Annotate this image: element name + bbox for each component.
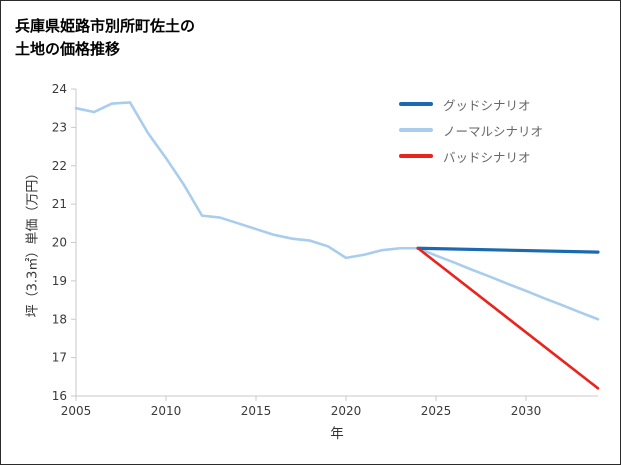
legend-label: ノーマルシナリオ	[443, 123, 544, 139]
legend-item: バッドシナリオ	[399, 143, 543, 169]
chart-title: 兵庫県姫路市別所町佐土の 土地の価格推移	[15, 15, 195, 62]
y-tick-label: 16	[52, 389, 67, 403]
y-tick-label: 20	[52, 236, 67, 250]
x-tick-label: 2025	[421, 404, 452, 418]
chart-title-line1: 兵庫県姫路市別所町佐土の	[15, 17, 196, 35]
y-tick-label: 23	[52, 120, 67, 134]
y-axis-label: 坪（3.3㎡）単価（万円）	[25, 166, 41, 318]
series-line	[74, 101, 600, 321]
y-tick-label: 17	[52, 351, 67, 365]
legend-item: ノーマルシナリオ	[399, 117, 543, 143]
series-line	[416, 246, 600, 390]
y-tick-label: 24	[52, 82, 67, 96]
legend-swatch	[399, 102, 433, 106]
y-tick-label: 19	[52, 274, 67, 288]
x-tick-label: 2030	[511, 404, 542, 418]
x-axis-label: 年	[330, 426, 344, 442]
legend-label: バッドシナリオ	[443, 149, 531, 165]
x-tick-label: 2010	[151, 404, 182, 418]
legend-swatch	[399, 128, 433, 132]
chart-title-line2: 土地の価格推移	[15, 40, 121, 59]
legend: グッドシナリオ ノーマルシナリオ バッドシナリオ	[399, 91, 543, 169]
legend-label: グッドシナリオ	[443, 97, 531, 113]
legend-item: グッドシナリオ	[399, 91, 543, 117]
series-line	[416, 246, 600, 254]
y-tick-label: 21	[52, 197, 67, 211]
y-tick-label: 18	[52, 312, 67, 326]
x-tick-label: 2020	[331, 404, 362, 418]
x-tick-label: 2005	[61, 404, 92, 418]
y-tick-label: 22	[52, 159, 67, 173]
legend-swatch	[399, 154, 433, 158]
x-tick-label: 2015	[241, 404, 272, 418]
